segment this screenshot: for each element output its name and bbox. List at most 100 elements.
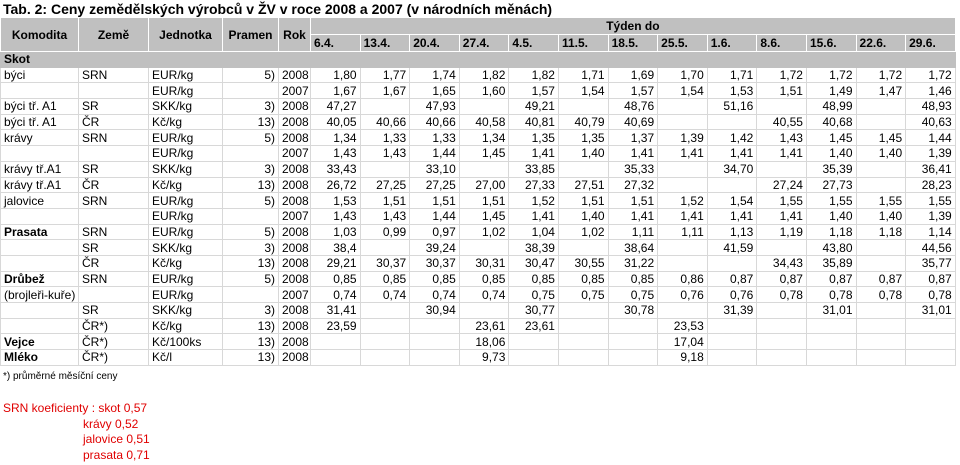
info-cell: SRN (78, 66, 149, 84)
price-cell: 1,41 (706, 207, 758, 225)
commodity-cell (0, 82, 79, 100)
info-cell: 13) (222, 349, 279, 366)
info-cell: SRN (78, 223, 149, 241)
section-row: Skot (0, 51, 956, 68)
coefficient-line: SRN koeficienty : skot 0,57 (3, 401, 148, 415)
price-cell: 27,32 (607, 176, 659, 194)
data-row: ČR Kč/kg 13) 2008 29,21 30,37 30,37 30,31 30,47 3… (0, 254, 956, 272)
info-cell (222, 145, 279, 162)
price-cell: 1,82 (508, 66, 559, 84)
price-cell: 1,40 (805, 207, 857, 225)
price-cell (706, 349, 758, 366)
info-cell: EUR/kg (148, 286, 223, 303)
data-row: býci SRN EUR/kg 5) 2008 1,80 1,77 1,74 1,82 1,82 1… (0, 66, 956, 84)
info-cell: 2008 (278, 302, 311, 319)
price-cell (657, 254, 708, 272)
price-cell (805, 349, 857, 366)
info-cell: 13) (222, 333, 279, 351)
price-cell: 0,87 (706, 270, 758, 288)
week-header: 15.6. (805, 34, 857, 52)
week-header: 20.4. (409, 34, 460, 52)
price-cell (657, 239, 708, 256)
info-cell: ČR (78, 176, 149, 194)
price-cell (607, 317, 659, 335)
price-cell: 0,97 (409, 223, 460, 241)
price-cell: 33,43 (310, 160, 361, 178)
price-cell: 35,39 (805, 160, 857, 178)
price-cell: 28,23 (905, 176, 956, 194)
column-header: Jednotka (148, 17, 223, 52)
week-header: 4.5. (508, 34, 559, 52)
price-cell: 1,57 (607, 82, 659, 100)
info-cell: 3) (222, 160, 279, 178)
data-row: Vejce ČR*) Kč/100ks 13) 2008 18,06 17,04 (0, 333, 956, 351)
price-cell: 1,71 (557, 66, 609, 84)
info-cell: SR (78, 98, 149, 115)
price-cell: 1,33 (359, 129, 411, 147)
price-cell: 31,39 (706, 302, 758, 319)
commodity-cell: Prasata (0, 223, 79, 241)
price-cell (557, 160, 609, 178)
price-cell: 18,06 (458, 333, 510, 351)
price-cell: 41,59 (706, 239, 758, 256)
info-cell: Kč/kg (148, 176, 223, 194)
price-cell: 1,41 (657, 145, 708, 162)
price-cell: 1,35 (557, 129, 609, 147)
price-cell (756, 160, 807, 178)
title: Tab. 2: Ceny zemědělských výrobců v ŽV v… (3, 1, 553, 17)
price-cell: 1,41 (508, 145, 559, 162)
commodity-cell: krávy tř.A1 (0, 176, 79, 194)
info-cell: EUR/kg (148, 82, 223, 100)
info-cell: 13) (222, 254, 279, 272)
coefficient-line: jalovice 0,51 (83, 432, 150, 446)
data-row: býci tř. A1 ČR Kč/kg 13) 2008 40,05 40,66 40,66… (0, 113, 956, 131)
price-cell (657, 176, 708, 194)
price-cell: 1,77 (359, 66, 411, 84)
price-cell: 1,51 (557, 192, 609, 209)
info-cell: ČR (78, 113, 149, 131)
price-cell: 1,47 (855, 82, 907, 100)
price-cell: 30,37 (409, 254, 460, 272)
price-cell: 40,55 (756, 113, 807, 131)
commodity-cell: býci tř. A1 (0, 113, 79, 131)
price-cell (855, 98, 907, 115)
table-header: Komodita Země Jednotka Pramen Rok Týden do 6.4… (0, 17, 956, 52)
price-cell (458, 302, 510, 319)
price-cell: 30,31 (458, 254, 510, 272)
data-row: EUR/kg 2007 1,43 1,43 1,44 1,45 1,41 1,40 1,41 1,… (0, 145, 956, 162)
price-cell: 47,93 (409, 98, 460, 115)
price-cell: 27,00 (458, 176, 510, 194)
commodity-cell: krávy (0, 129, 79, 147)
price-cell: 23,53 (657, 317, 708, 335)
price-cell: 1,42 (706, 129, 758, 147)
price-cell (557, 302, 609, 319)
price-cell (805, 317, 857, 335)
data-row: EUR/kg 2007 1,43 1,43 1,44 1,45 1,41 1,40 1,41 1,… (0, 207, 956, 225)
price-cell: 1,72 (805, 66, 857, 84)
price-cell: 1,11 (607, 223, 659, 241)
price-cell: 23,61 (508, 317, 559, 335)
price-cell (359, 349, 411, 366)
price-cell: 0,74 (458, 286, 510, 303)
info-cell: Kč/kg (148, 113, 223, 131)
price-cell: 0,78 (905, 286, 956, 303)
price-cell: 1,39 (905, 145, 956, 162)
price-cell: 1,02 (458, 223, 510, 241)
price-cell: 1,51 (756, 82, 807, 100)
commodity-cell: Drůbež (0, 270, 79, 288)
price-cell: 33,10 (409, 160, 460, 178)
column-header: Komodita (0, 17, 79, 52)
price-cell (409, 317, 460, 335)
price-cell: 0,87 (905, 270, 956, 288)
week-row: 6.4. 13.4. 20.4. 27.4. 4.5. 11.5. 18.5. 25.5. 1.… (1, 34, 956, 52)
info-cell: 2007 (278, 82, 311, 100)
info-cell (222, 286, 279, 303)
info-cell: EUR/kg (148, 66, 223, 84)
price-cell: 0,75 (557, 286, 609, 303)
price-cell: 1,65 (409, 82, 460, 100)
price-cell (508, 333, 559, 351)
price-cell: 1,51 (409, 192, 460, 209)
info-cell: EUR/kg (148, 207, 223, 225)
info-cell: SKK/kg (148, 239, 223, 256)
info-cell: 13) (222, 317, 279, 335)
